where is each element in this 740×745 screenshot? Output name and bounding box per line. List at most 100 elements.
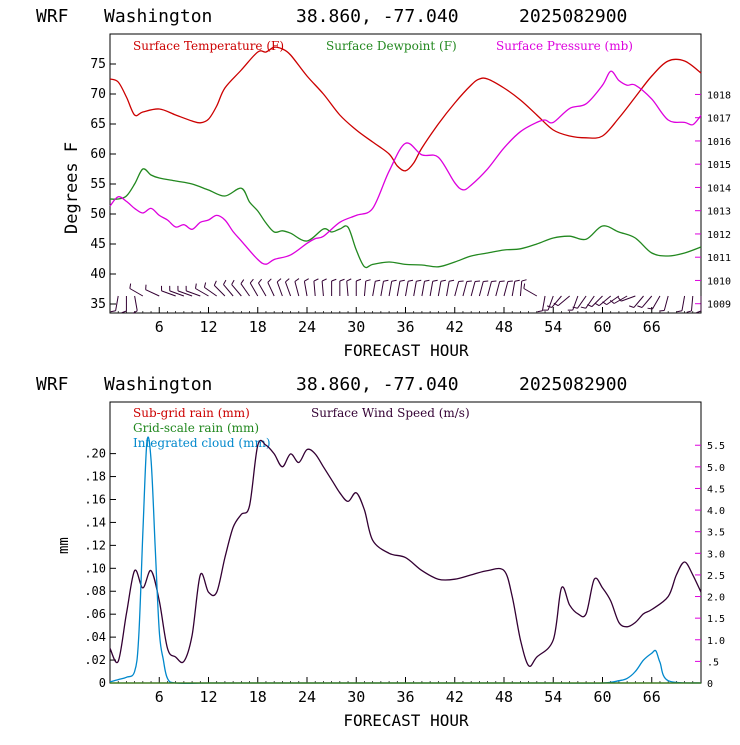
wind-barb-feather	[449, 280, 454, 281]
wind-barb	[496, 281, 505, 296]
top-title-location: Washington	[104, 6, 212, 27]
wind-barb	[133, 296, 137, 313]
wind-barb-shaft	[373, 281, 376, 296]
bottom-y-ticks: 0.02.04.06.08.10.12.14.16.18.20	[84, 447, 116, 690]
wind-barb-feather	[285, 279, 289, 282]
wind-barb-shaft	[381, 281, 384, 296]
y2-tick-label: 1010	[707, 276, 731, 287]
wind-barb-shaft	[664, 296, 668, 310]
wind-barb	[356, 279, 361, 296]
wind-barb	[162, 286, 176, 296]
bottom-title-model: WRF	[36, 374, 69, 395]
wind-barb-feather	[515, 280, 520, 281]
wind-barb	[637, 296, 651, 307]
wind-barb	[295, 279, 299, 296]
x-tick-label: 48	[495, 318, 513, 336]
y-tick-label: 65	[90, 117, 106, 132]
wind-barb	[488, 281, 497, 296]
y2-tick-label: 5.5	[707, 441, 725, 452]
wind-barb	[414, 280, 422, 296]
y-tick-label: 50	[90, 207, 106, 222]
y2-tick-label: 3.5	[707, 528, 725, 539]
wind-barb-shaft	[277, 282, 282, 296]
wind-barb-feather	[637, 306, 642, 308]
wind-barb-feather	[491, 281, 496, 282]
wind-barb-feather	[314, 279, 319, 281]
wind-barb	[397, 280, 405, 296]
wind-barb-shaft	[652, 296, 660, 309]
wind-barb	[196, 284, 209, 296]
series-line-surface-temperature-f	[110, 47, 701, 171]
wind-barb-shaft	[691, 296, 692, 311]
bottom-y-axis-label: mm	[56, 537, 72, 554]
bottom-legend: Sub-grid rain (mm) Grid-scale rain (mm) …	[133, 406, 470, 450]
wind-barb-feather	[629, 306, 634, 308]
top-y-axis-label: Degrees F	[62, 142, 82, 234]
x-tick-label: 48	[495, 688, 513, 706]
y2-tick-label: 4.0	[707, 506, 725, 517]
wind-barb-feather	[241, 280, 244, 284]
wind-barb-feather	[602, 302, 606, 305]
wind-barb	[422, 280, 430, 296]
wind-barb-shaft	[496, 282, 500, 296]
bottom-title-coords: 38.860, -77.040	[296, 374, 459, 395]
wind-barb-shaft	[223, 285, 233, 296]
y-tick-label: 45	[90, 237, 106, 252]
series-line-surface-dewpoint-f	[110, 169, 701, 268]
wind-barb	[122, 296, 127, 313]
x-tick-label: 42	[446, 688, 464, 706]
y-tick-label: .18	[84, 470, 106, 484]
wind-barb	[223, 280, 233, 296]
y2-tick-label: 4.5	[707, 484, 725, 495]
wind-barb	[455, 281, 464, 296]
wind-barb-feather	[366, 280, 371, 281]
x-tick-label: 6	[155, 318, 164, 336]
wind-barb	[347, 279, 352, 296]
x-tick-label: 36	[396, 688, 414, 706]
wind-barb	[479, 281, 488, 296]
wind-barb-shaft	[488, 282, 492, 296]
wind-barb	[659, 296, 668, 311]
wind-barb-shaft	[577, 296, 586, 308]
wind-barb-feather	[356, 279, 361, 281]
wind-barb	[524, 284, 537, 296]
wind-barb-feather	[258, 279, 261, 283]
wind-barb-feather	[467, 281, 472, 282]
wind-barb-shaft	[347, 281, 348, 296]
y2-tick-label: 2.5	[707, 571, 725, 582]
wind-barb-shaft	[430, 281, 433, 296]
wind-barb-feather	[522, 280, 527, 281]
y2-tick-label: 1015	[707, 160, 731, 171]
wind-barb	[463, 281, 472, 296]
wind-barb-shaft	[463, 282, 467, 296]
wind-barb-feather	[214, 281, 216, 286]
wind-barb-shaft	[455, 282, 459, 296]
wind-barb-feather	[677, 311, 682, 312]
wind-barb	[512, 280, 520, 296]
wind-barb	[471, 281, 480, 296]
x-tick-label: 18	[249, 318, 267, 336]
wind-barb	[130, 284, 143, 296]
wind-barb-shaft	[116, 296, 119, 311]
wind-barb	[268, 279, 274, 296]
wind-barb-shaft	[130, 289, 143, 297]
wind-barb-shaft	[170, 291, 184, 296]
wind-barb-shaft	[586, 296, 595, 308]
wind-barb-shaft	[471, 282, 475, 296]
wind-barb	[438, 280, 446, 296]
wind-barb-feather	[130, 284, 131, 289]
y2-tick-label: 1018	[707, 90, 731, 101]
top-title-model: WRF	[36, 6, 69, 27]
wind-barb-feather	[223, 280, 225, 284]
wind-barb-shaft	[548, 296, 553, 310]
wind-barb-shaft	[250, 283, 258, 296]
y-tick-label: 55	[90, 177, 106, 192]
bottom-series	[110, 437, 701, 683]
wind-barb	[648, 296, 660, 309]
wind-barb-shaft	[232, 285, 242, 296]
y2-tick-label: 1.0	[707, 636, 725, 647]
wind-barb-feather	[508, 281, 513, 282]
wind-barb-feather	[538, 311, 543, 312]
wind-barb-shaft	[322, 281, 323, 296]
